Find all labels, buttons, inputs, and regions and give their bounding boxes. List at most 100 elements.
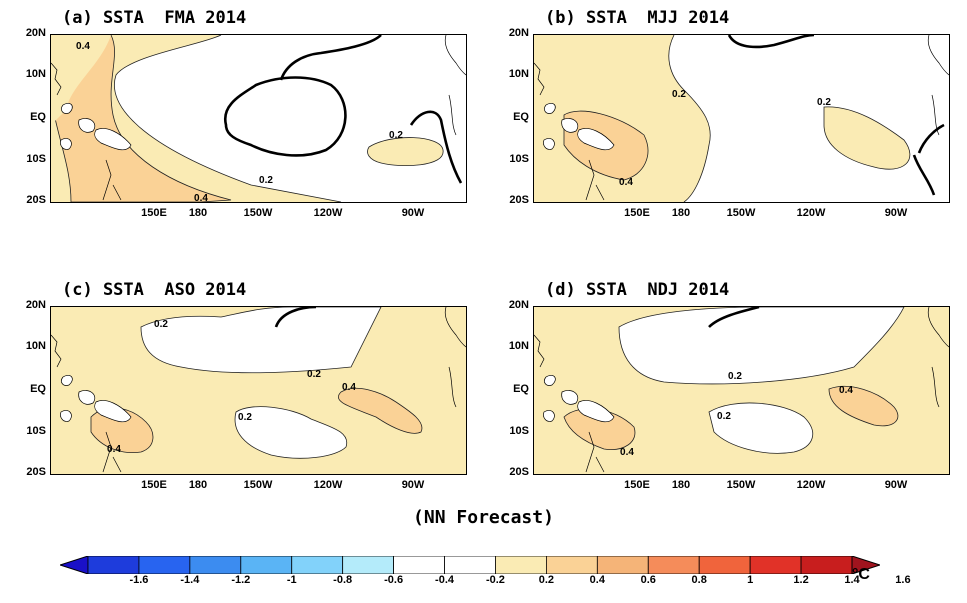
colorbar-swatch [749,556,802,574]
lat-tick-label: 20S [509,194,529,206]
lon-tick-label: 150E [141,479,167,491]
contour-label: 0.4 [839,385,853,396]
lat-tick-label: 10N [25,340,46,352]
colorbar-tick-label: 1.4 [844,574,860,586]
contour-label: 0.2 [238,412,252,423]
lat-tick-label: EQ [513,383,529,395]
colorbar-swatch [138,556,191,574]
contour-label: 0.4 [620,447,634,458]
colorbar-tick-label: -0.6 [384,574,404,586]
contour-label: 0.4 [107,444,121,455]
colorbar-tick-label: -1.6 [129,574,149,586]
colorbar-tick-label: -1.4 [180,574,200,586]
lat-tick-label: 10S [26,153,46,165]
colorbar-swatch [698,556,751,574]
lat-tick-label: 20N [25,27,46,39]
lon-tick-label: 90W [884,207,908,219]
panel-title: (a) SSTA FMA 2014 [62,8,247,28]
colorbar-swatch [495,556,547,574]
sst-anomaly-map: 0.2 0.4 0.2 0.4 [533,306,950,475]
colorbar-tick-label: 1.2 [793,574,809,586]
colorbar-swatch [647,556,700,574]
lon-tick-label: 120W [313,207,343,219]
colorbar-tick-label: -0.2 [485,574,505,586]
sst-anomaly-map: 0.2 0.2 0.4 0.2 0.4 [50,306,467,475]
colorbar-swatch [800,556,853,574]
colorbar-tick-label: 1 [747,574,754,586]
colorbar-max-arrow [851,556,880,574]
unit-label: °C [852,566,870,583]
lat-tick-label: 20S [26,466,46,478]
lon-tick-label: 150W [243,207,273,219]
contour-label: 0.2 [817,97,831,108]
contour-label: 0.4 [76,41,90,52]
lat-tick-label: 10S [509,153,529,165]
lat-tick-label: 10S [509,425,529,437]
colorbar-tick-label: -1 [286,574,297,586]
colorbar-tick-label: -1.2 [231,574,251,586]
contour-label: 0.2 [154,319,168,330]
lon-tick-label: 150W [726,207,756,219]
lon-tick-label: 150W [726,479,756,491]
lon-tick-label: 180 [188,207,208,219]
colorbar-tick-label: 0.8 [691,574,707,586]
contour-label: 0.2 [728,371,742,382]
contour-label: 0.2 [717,411,731,422]
colorbar-swatch [393,556,445,574]
contour-label: 0.4 [619,177,633,188]
lon-tick-label: 180 [671,207,691,219]
contour-label: 0.4 [342,382,356,393]
contour-label: 0.2 [389,130,403,141]
lat-tick-label: EQ [30,383,46,395]
panel-title: (d) SSTA NDJ 2014 [545,280,730,300]
colorbar-swatch [240,556,293,574]
lon-tick-label: 120W [313,479,343,491]
colorbar-tick-label: 0.4 [589,574,605,586]
sst-anomaly-map: 0.2 0.2 0.4 [533,34,950,203]
lon-tick-label: 150W [243,479,273,491]
lon-tick-label: 150E [141,207,167,219]
colorbar-swatch [444,556,496,574]
lat-tick-label: 10N [25,68,46,80]
lat-tick-label: 20S [509,466,529,478]
lat-tick-label: 20N [508,299,529,311]
lat-tick-label: 10N [508,68,529,80]
figure-caption: (NN Forecast) [413,507,554,528]
colorbar-swatch [545,556,598,574]
lon-tick-label: 90W [401,479,425,491]
lat-tick-label: 20S [26,194,46,206]
lat-tick-label: EQ [513,111,529,123]
lat-tick-label: EQ [30,111,46,123]
panel-title: (b) SSTA MJJ 2014 [545,8,730,28]
colorbar-tick-label: 0.6 [640,574,656,586]
colorbar-tick-label: -0.8 [333,574,353,586]
lon-tick-label: 90W [401,207,425,219]
panel-title: (c) SSTA ASO 2014 [62,280,247,300]
colorbar-tick-label: -0.4 [435,574,455,586]
lon-tick-label: 150E [624,207,650,219]
lat-tick-label: 10N [508,340,529,352]
colorbar-swatch [189,556,242,574]
lat-tick-label: 20N [508,27,529,39]
colorbar-min-arrow [60,556,89,574]
colorbar-swatch [291,556,344,574]
lat-tick-label: 10S [26,425,46,437]
contour-label: 0.2 [307,369,321,380]
lon-tick-label: 90W [884,479,908,491]
colorbar-swatch [342,556,394,574]
contour-label: 0.2 [672,89,686,100]
colorbar-swatch [87,556,140,574]
contour-label: 0.4 [194,193,208,202]
colorbar-tick-label: 0.2 [538,574,555,586]
lon-tick-label: 120W [796,207,826,219]
lon-tick-label: 180 [671,479,691,491]
colorbar-swatch [596,556,649,574]
sst-anomaly-map: 0.4 0.2 0.4 0.2 [50,34,467,203]
colorbar-tick-label: 1.6 [895,574,911,586]
lon-tick-label: 180 [188,479,208,491]
lon-tick-label: 150E [624,479,650,491]
contour-label: 0.2 [259,175,273,186]
lat-tick-label: 20N [25,299,46,311]
lon-tick-label: 120W [796,479,826,491]
colorbar [60,556,880,574]
